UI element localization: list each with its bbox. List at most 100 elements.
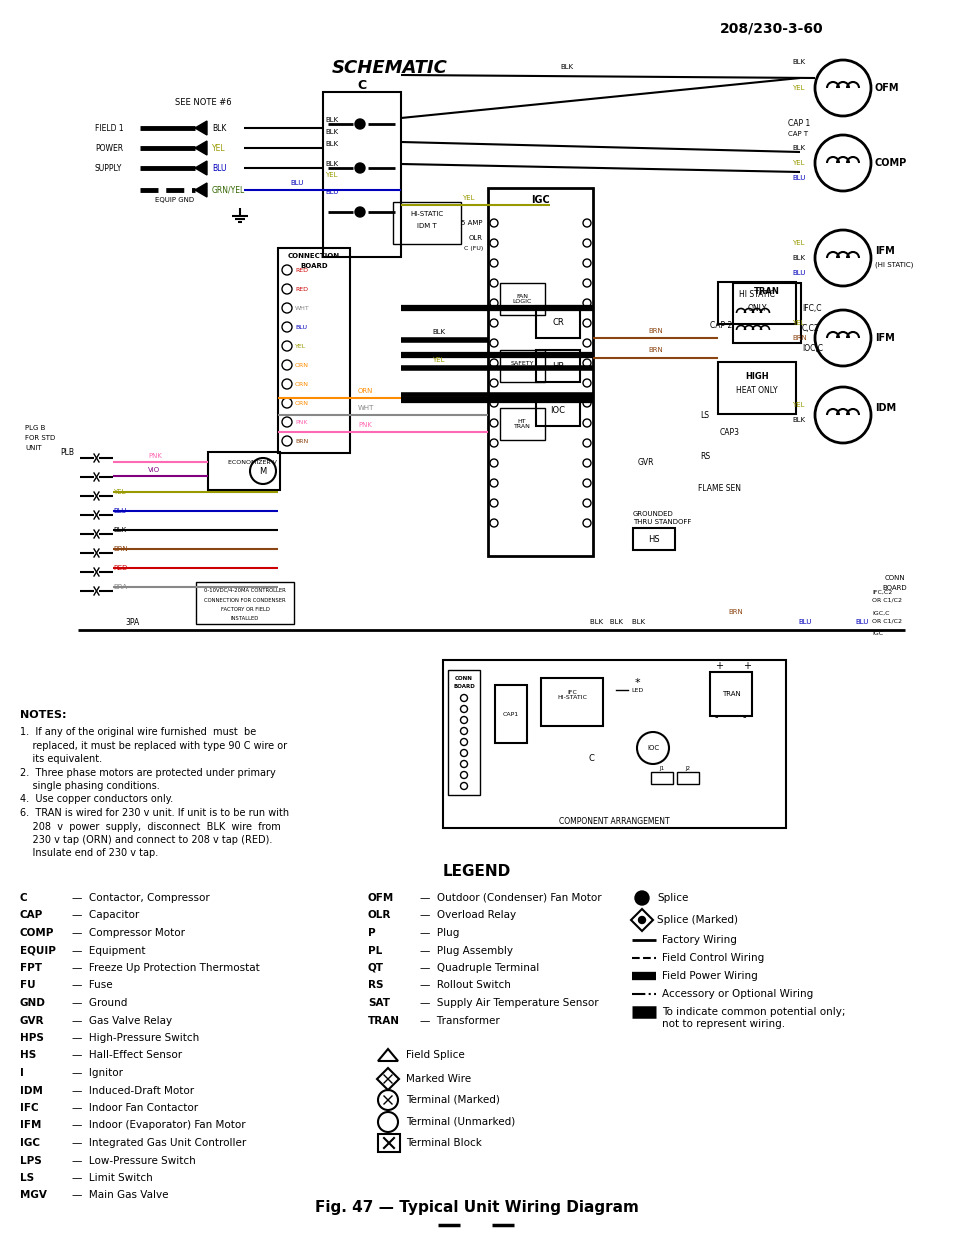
Text: LED: LED (630, 688, 642, 693)
Text: CAP: CAP (20, 910, 43, 920)
Bar (650, 772, 672, 784)
Bar (377, 1134, 399, 1152)
Text: IDM: IDM (20, 1086, 43, 1095)
Bar (709, 672, 751, 716)
Text: UNIT: UNIT (25, 445, 42, 451)
Text: CONN: CONN (883, 576, 904, 580)
Text: YEL: YEL (791, 403, 803, 408)
Text: BLK: BLK (791, 144, 804, 151)
Text: C: C (20, 893, 28, 903)
Text: GVR: GVR (638, 457, 654, 467)
Text: -: - (742, 713, 745, 722)
Text: RED: RED (294, 268, 308, 273)
Text: FLAME SEN: FLAME SEN (698, 483, 740, 493)
Text: PNK: PNK (294, 420, 307, 425)
Text: Field Control Wiring: Field Control Wiring (661, 953, 763, 963)
Text: C: C (357, 79, 366, 91)
Text: HI STATIC: HI STATIC (739, 289, 774, 299)
Text: GND: GND (20, 998, 46, 1008)
Text: BLU: BLU (325, 189, 338, 195)
Bar (448, 671, 479, 795)
Text: PNK: PNK (148, 453, 162, 459)
Text: LS: LS (700, 410, 708, 420)
Text: THRU STANDOFF: THRU STANDOFF (633, 519, 691, 525)
Text: YEL: YEL (432, 357, 444, 363)
Bar (488, 188, 593, 556)
Text: —  Transformer: — Transformer (419, 1015, 499, 1025)
Text: —  Capacitor: — Capacitor (71, 910, 139, 920)
Text: YEL: YEL (791, 161, 803, 165)
Text: —  Overload Relay: — Overload Relay (419, 910, 516, 920)
Text: —  Outdoor (Condenser) Fan Motor: — Outdoor (Condenser) Fan Motor (419, 893, 601, 903)
Text: HS: HS (20, 1051, 36, 1061)
Circle shape (355, 207, 365, 217)
Text: OR C1/C2: OR C1/C2 (871, 598, 901, 603)
Text: IOC: IOC (646, 745, 659, 751)
Text: SUPPLY: SUPPLY (95, 163, 122, 173)
Text: —  Plug: — Plug (419, 927, 459, 939)
Text: —  Limit Switch: — Limit Switch (71, 1173, 152, 1183)
Text: I: I (20, 1068, 24, 1078)
Text: replaced, it must be replaced with type 90 C wire or: replaced, it must be replaced with type … (20, 741, 287, 751)
Text: ORN: ORN (294, 382, 309, 387)
Text: —  Equipment: — Equipment (71, 946, 146, 956)
Text: FAN
LOGIC: FAN LOGIC (512, 294, 531, 304)
Text: *: * (635, 678, 640, 688)
Text: CAP 2: CAP 2 (709, 321, 732, 330)
Bar (677, 772, 699, 784)
Text: single phasing conditions.: single phasing conditions. (20, 781, 159, 790)
Text: BLK: BLK (212, 124, 226, 132)
Text: IFM: IFM (874, 333, 894, 343)
Text: 208/230-3-60: 208/230-3-60 (720, 21, 822, 35)
Text: GROUNDED: GROUNDED (633, 511, 673, 517)
Text: IFC,C: IFC,C (801, 304, 821, 312)
Text: BLK: BLK (112, 527, 126, 534)
Text: ORN: ORN (294, 400, 309, 405)
Text: 5 AMP: 5 AMP (461, 220, 482, 226)
Polygon shape (194, 121, 207, 135)
Polygon shape (194, 141, 207, 156)
Text: Accessory or Optional Wiring: Accessory or Optional Wiring (661, 989, 812, 999)
Text: BLU: BLU (791, 270, 804, 275)
Text: RED: RED (294, 287, 308, 291)
Text: Field Splice: Field Splice (406, 1050, 464, 1060)
Circle shape (638, 916, 645, 924)
Text: RED: RED (112, 564, 128, 571)
Text: QT: QT (368, 963, 384, 973)
Text: C: C (587, 753, 594, 762)
Text: YEL: YEL (791, 240, 803, 246)
Text: 1.  If any of the original wire furnished  must  be: 1. If any of the original wire furnished… (20, 727, 256, 737)
Bar (442, 659, 785, 827)
Text: SAT: SAT (368, 998, 390, 1008)
Text: BLU: BLU (294, 325, 307, 330)
Text: MGV: MGV (20, 1191, 47, 1200)
Text: LS: LS (20, 1173, 34, 1183)
Text: CAP1: CAP1 (502, 711, 518, 716)
Bar (536, 350, 579, 382)
Text: BLK: BLK (325, 128, 337, 135)
Text: SAFETY
LOGIC: SAFETY LOGIC (510, 361, 533, 372)
Text: CAP 1: CAP 1 (787, 119, 809, 127)
Text: —  Supply Air Temperature Sensor: — Supply Air Temperature Sensor (419, 998, 598, 1008)
Text: OLR: OLR (469, 235, 482, 241)
Text: CAP3: CAP3 (720, 427, 740, 436)
Bar (540, 678, 602, 726)
Text: OLR: OLR (368, 910, 391, 920)
Text: 4.  Use copper conductors only.: 4. Use copper conductors only. (20, 794, 172, 804)
Text: +: + (714, 661, 722, 671)
Text: EQUIP GND: EQUIP GND (154, 198, 193, 203)
Text: LPS: LPS (20, 1156, 42, 1166)
Text: —  Induced-Draft Motor: — Induced-Draft Motor (71, 1086, 193, 1095)
Text: RS: RS (700, 452, 709, 461)
Bar (732, 283, 801, 343)
Text: —  Ignitor: — Ignitor (71, 1068, 123, 1078)
Text: OR C1/C2: OR C1/C2 (871, 619, 901, 624)
Text: HT
TRAN: HT TRAN (513, 419, 530, 430)
Text: FOR STD: FOR STD (25, 435, 55, 441)
Text: COMPONENT ARRANGEMENT: COMPONENT ARRANGEMENT (558, 816, 669, 825)
Text: Terminal (Unmarked): Terminal (Unmarked) (406, 1116, 515, 1128)
Text: TRAN: TRAN (720, 692, 740, 697)
Text: BRA: BRA (112, 584, 127, 590)
Text: CAP T: CAP T (787, 131, 807, 137)
Text: CR: CR (552, 317, 563, 326)
